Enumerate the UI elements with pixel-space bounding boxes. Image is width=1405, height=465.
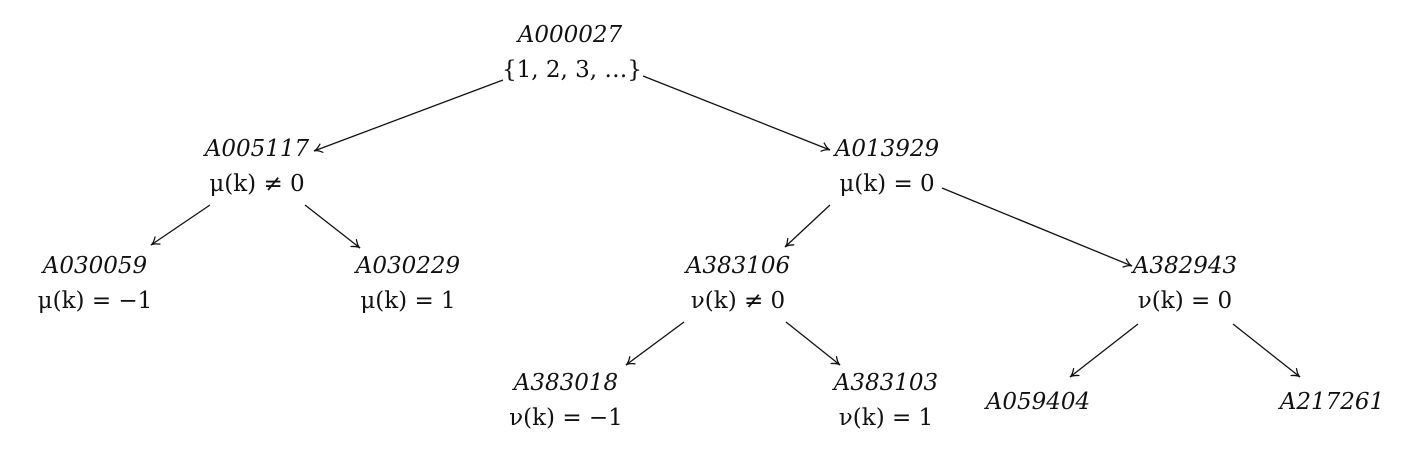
node-a013929-condition: μ(k) = 0 bbox=[839, 171, 934, 197]
arrow-head-icon bbox=[1122, 258, 1133, 268]
arrow-head-icon bbox=[350, 239, 361, 249]
node-a383106-condition: ν(k) ≠ 0 bbox=[691, 288, 785, 314]
arrow-head-icon bbox=[1069, 368, 1080, 378]
arrow-head-icon bbox=[313, 143, 324, 153]
node-a013929: A013929 μ(k) = 0 bbox=[833, 136, 939, 197]
edge-line bbox=[625, 321, 685, 366]
arrow-head-icon bbox=[150, 236, 161, 246]
node-a030059-condition: μ(k) = −1 bbox=[38, 288, 153, 314]
node-a030229: A030229 μ(k) = 1 bbox=[354, 253, 460, 314]
edge-n1-to-n11 bbox=[150, 204, 211, 246]
node-a030229-id: A030229 bbox=[354, 253, 460, 279]
edge-line bbox=[941, 187, 1133, 267]
node-a382943-condition: ν(k) = 0 bbox=[1138, 288, 1232, 314]
edge-line bbox=[642, 75, 831, 151]
arrow-head-icon bbox=[830, 356, 841, 366]
node-a059404-id: A059404 bbox=[984, 389, 1090, 415]
node-a383106: A383106 ν(k) ≠ 0 bbox=[684, 253, 790, 314]
edges-layer bbox=[150, 75, 1301, 378]
node-a217261-id: A217261 bbox=[1278, 389, 1384, 415]
edge-line bbox=[313, 79, 504, 152]
edge-line bbox=[150, 204, 211, 246]
edge-n21-to-n211 bbox=[625, 321, 685, 366]
node-root-condition: {1, 2, 3, …} bbox=[502, 57, 642, 83]
arrow-head-icon bbox=[820, 142, 831, 152]
edge-root-to-n2 bbox=[642, 75, 831, 152]
edge-root-to-n1 bbox=[313, 79, 504, 153]
edge-line bbox=[304, 204, 361, 249]
node-a382943-id: A382943 bbox=[1131, 253, 1237, 279]
node-a059404: A059404 bbox=[984, 389, 1090, 415]
node-a005117-id: A005117 bbox=[203, 136, 310, 162]
edge-line bbox=[785, 321, 841, 366]
arrow-head-icon bbox=[784, 237, 795, 248]
node-a030059-id: A030059 bbox=[41, 253, 147, 279]
node-a383103-id: A383103 bbox=[832, 370, 938, 396]
node-a030059: A030059 μ(k) = −1 bbox=[38, 253, 153, 314]
node-a030229-condition: μ(k) = 1 bbox=[360, 288, 455, 314]
node-root-id: A000027 bbox=[516, 22, 623, 48]
node-a383106-id: A383106 bbox=[684, 253, 790, 279]
edge-n2-to-n22 bbox=[941, 187, 1133, 268]
node-a005117: A005117 μ(k) ≠ 0 bbox=[203, 136, 310, 197]
node-a005117-condition: μ(k) ≠ 0 bbox=[209, 171, 304, 197]
node-a383018: A383018 ν(k) = −1 bbox=[509, 370, 623, 431]
node-a383103: A383103 ν(k) = 1 bbox=[832, 370, 938, 431]
arrow-head-icon bbox=[1290, 368, 1301, 378]
node-a013929-id: A013929 bbox=[833, 136, 939, 162]
edge-n2-to-n21 bbox=[784, 204, 831, 248]
edge-line bbox=[784, 204, 831, 248]
node-a382943: A382943 ν(k) = 0 bbox=[1131, 253, 1237, 314]
edge-n22-to-n221 bbox=[1069, 323, 1139, 378]
node-a383103-condition: ν(k) = 1 bbox=[839, 405, 933, 431]
edge-n1-to-n12 bbox=[304, 204, 361, 249]
node-root: A000027 {1, 2, 3, …} bbox=[502, 22, 642, 83]
arrow-head-icon bbox=[625, 356, 636, 366]
node-a383018-id: A383018 bbox=[512, 370, 618, 396]
edge-n22-to-n222 bbox=[1232, 323, 1301, 378]
edge-line bbox=[1232, 323, 1301, 378]
node-a217261: A217261 bbox=[1278, 389, 1384, 415]
node-a383018-condition: ν(k) = −1 bbox=[509, 405, 623, 431]
edge-line bbox=[1069, 323, 1139, 378]
edge-n21-to-n212 bbox=[785, 321, 841, 366]
